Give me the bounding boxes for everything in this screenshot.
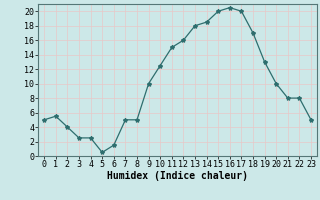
X-axis label: Humidex (Indice chaleur): Humidex (Indice chaleur): [107, 171, 248, 181]
